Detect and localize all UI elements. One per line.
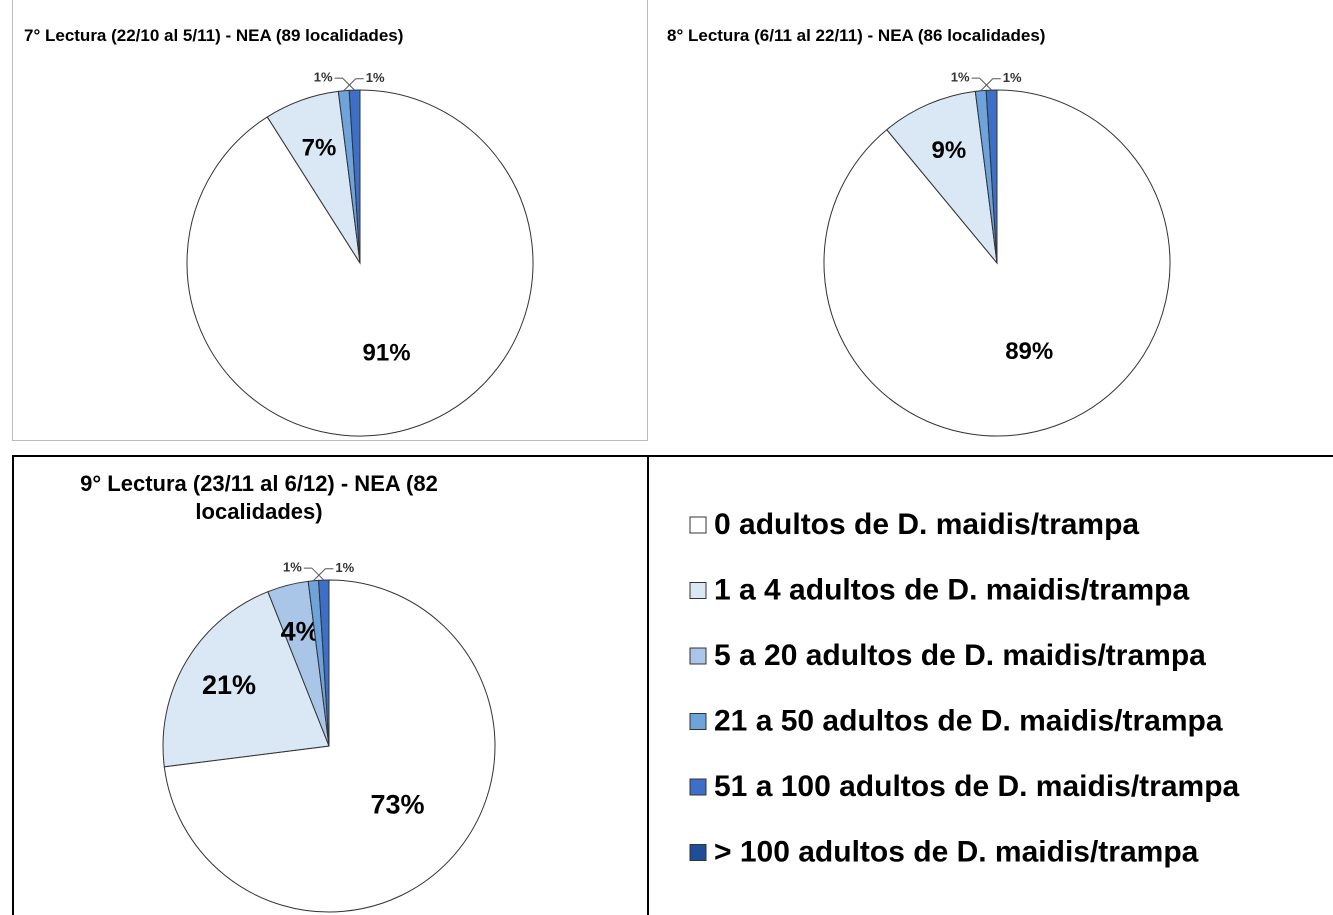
data-label: 7% <box>302 134 337 161</box>
legend-label: 1 a 4 adultos de D. maidis/trampa <box>714 573 1189 606</box>
panel-border <box>12 0 648 441</box>
legend-swatch <box>689 844 707 861</box>
pie-slice <box>318 579 330 747</box>
legend-swatch <box>689 778 707 796</box>
legend-swatch <box>689 713 707 730</box>
legend-label: 5 a 20 adultos de D. maidis/trampa <box>714 639 1206 672</box>
data-label: 21% <box>202 670 256 700</box>
legend-label: 0 adultos de D. maidis/trampa <box>714 508 1139 541</box>
legend-swatch <box>689 582 707 599</box>
legend-label: 51 a 100 adultos de D. maidis/trampa <box>714 770 1240 803</box>
leader-line <box>303 567 325 581</box>
data-label: 1% <box>951 70 970 85</box>
data-label: 1% <box>283 560 302 575</box>
pie-slice <box>162 591 330 768</box>
legend-swatch <box>689 516 707 534</box>
data-label: 89% <box>1005 338 1053 365</box>
leader-line <box>313 568 334 582</box>
pie-slice <box>163 579 496 913</box>
leader-line <box>343 78 364 92</box>
chart-title: 7° Lectura (22/10 al 5/11) - NEA (89 loc… <box>24 26 404 45</box>
data-label: 1% <box>314 70 333 85</box>
data-label: 73% <box>370 790 424 820</box>
leader-line <box>971 77 992 91</box>
legend-label: 21 a 50 adultos de D. maidis/trampa <box>714 704 1223 737</box>
data-label: 1% <box>366 70 385 85</box>
legend-swatch <box>689 647 707 665</box>
panel-border <box>12 455 649 915</box>
leader-line <box>980 78 1001 92</box>
chart-title: 9° Lectura (23/11 al 6/12) - NEA (82 loc… <box>80 471 438 524</box>
data-label: 1% <box>335 560 354 575</box>
pie-slice <box>886 90 998 265</box>
data-label: 91% <box>363 340 411 367</box>
chart-title: 8° Lectura (6/11 al 22/11) - NEA (86 loc… <box>667 26 1046 45</box>
data-label: 1% <box>1003 70 1022 85</box>
data-label: 9% <box>932 137 967 164</box>
panel-border <box>649 455 1333 457</box>
legend-label: > 100 adultos de D. maidis/trampa <box>714 835 1199 868</box>
leader-line <box>334 77 355 91</box>
